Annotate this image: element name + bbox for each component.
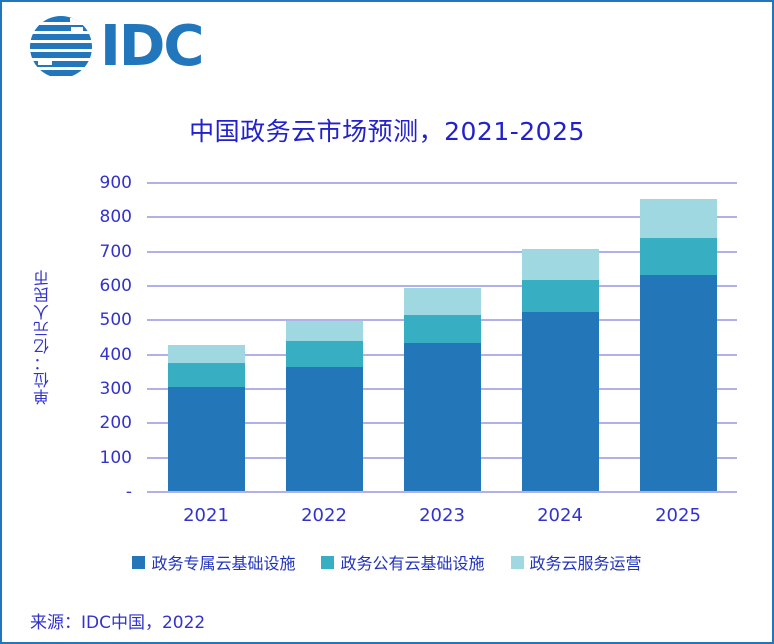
legend-item: 政务公有云基础设施	[321, 550, 485, 574]
x-axis-label: 2021	[183, 505, 229, 526]
bar-slot	[501, 183, 619, 492]
bar-segment	[639, 199, 717, 238]
gridline	[147, 250, 737, 253]
legend-swatch-icon	[510, 555, 524, 569]
bar-segment	[521, 312, 599, 492]
bar-slot	[383, 183, 501, 492]
stacked-bar-2025	[639, 183, 717, 492]
y-axis-title: 单位：亿元人民币	[33, 269, 52, 406]
bar-slot	[619, 183, 737, 492]
legend-item: 政务云服务运营	[510, 550, 642, 574]
stacked-bar-2023	[403, 183, 481, 492]
globe-notch	[71, 27, 83, 32]
idc-logo-text: IDC	[100, 14, 204, 79]
x-axis-label: 2023	[419, 505, 465, 526]
legend-swatch-icon	[321, 555, 335, 569]
legend-label: 政务云服务运营	[529, 554, 642, 573]
x-axis-label: 2024	[537, 505, 583, 526]
bar-slots	[147, 183, 737, 492]
x-axis-label: 2022	[301, 505, 347, 526]
chart-area: 单位：亿元人民币 900 800 700 600 500 400 300 200 100 - 20…	[30, 173, 742, 533]
bar-segment	[521, 279, 599, 313]
bar-segment	[639, 237, 717, 276]
gridline	[147, 182, 737, 184]
legend-item: 政务专属云基础设施	[132, 550, 295, 574]
bar-segment	[285, 341, 363, 368]
globe-notch	[70, 18, 86, 24]
x-axis-label: 2025	[655, 505, 701, 526]
legend-label: 政务专属云基础设施	[151, 554, 296, 573]
y-tick-label: 300	[99, 379, 132, 399]
bar-slot	[265, 183, 383, 492]
plot-area	[147, 182, 737, 493]
y-tick-label: -	[125, 482, 132, 502]
source-note: 来源：IDC中国，2022	[30, 613, 206, 633]
y-tick-label: 500	[99, 310, 132, 331]
gridline	[147, 491, 737, 493]
y-tick-label: 100	[99, 447, 132, 468]
x-axis-labels: 2021 2022 2023 2024 2025	[147, 505, 737, 526]
globe-notch	[38, 60, 52, 65]
bar-segment	[639, 275, 717, 492]
bar-segment	[403, 288, 481, 315]
bar-segment	[403, 342, 481, 492]
legend-swatch-icon	[132, 555, 146, 569]
bar-segment	[167, 387, 245, 492]
y-tick-label: 700	[99, 241, 132, 262]
chart-title: 中国政务云市场预测，2021-2025	[189, 117, 585, 146]
stacked-bar-2022	[285, 183, 363, 492]
bar-segment	[285, 367, 363, 492]
legend-label: 政务公有云基础设施	[340, 554, 485, 573]
stacked-bar-2024	[521, 183, 599, 492]
bar-segment	[167, 363, 245, 388]
bar-segment	[403, 314, 481, 343]
bar-slot	[147, 183, 265, 492]
bar-segment	[167, 345, 245, 364]
gridline	[147, 216, 737, 219]
legend: 政务专属云基础设施 政务公有云基础设施 政务云服务运营	[28, 550, 746, 574]
y-tick-label: 800	[99, 207, 132, 228]
bar-segment	[521, 248, 599, 280]
idc-globe-icon	[30, 16, 92, 78]
y-tick-label: 600	[99, 276, 132, 296]
stacked-bar-2021	[167, 183, 245, 492]
bar-segment	[285, 320, 363, 342]
y-axis-ticks: 900 800 700 600 500 400 300 200 100 -	[70, 173, 132, 502]
y-tick-label: 900	[99, 173, 132, 193]
y-tick-label: 200	[99, 413, 132, 434]
gridline	[147, 285, 737, 287]
y-tick-label: 400	[99, 344, 132, 365]
idc-logo: IDC	[30, 14, 204, 79]
